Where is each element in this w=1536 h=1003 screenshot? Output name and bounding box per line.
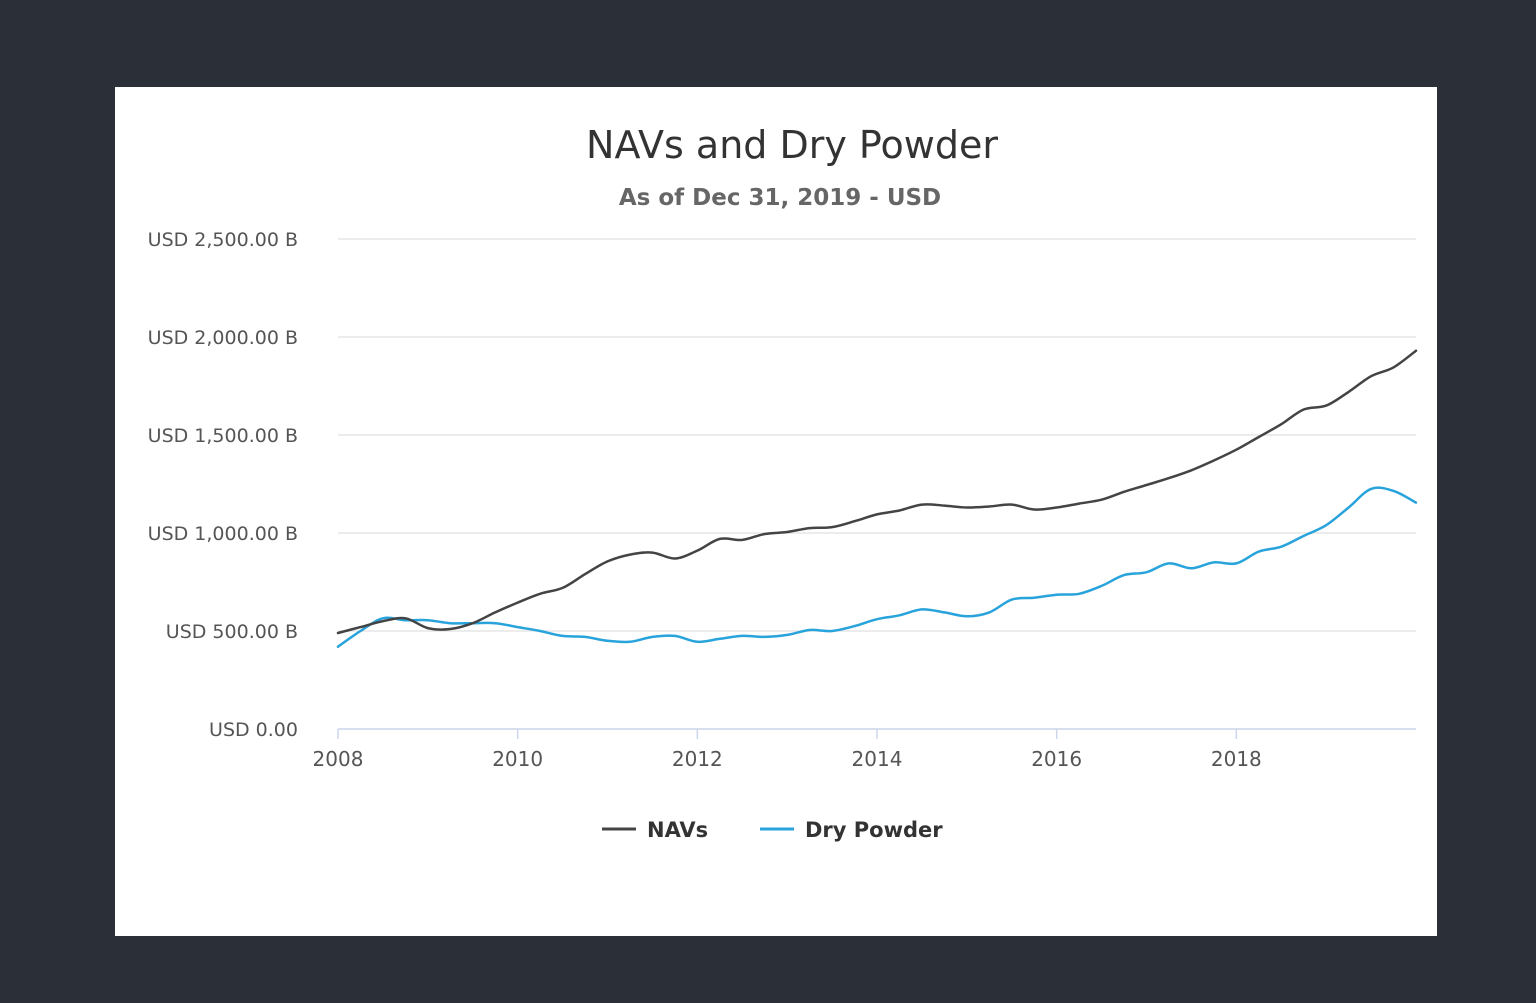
x-axis: 2008 2010 2012 2014 2016 2018	[313, 728, 1416, 771]
series-line-dry-powder	[336, 486, 1418, 648]
chart-card: NAVs and Dry Powder As of Dec 31, 2019 -…	[115, 87, 1437, 936]
x-tick-label: 2012	[672, 747, 723, 771]
x-tick-label: 2014	[852, 747, 903, 771]
x-tick-label: 2018	[1211, 747, 1262, 771]
legend-label: NAVs	[647, 818, 708, 842]
plot-area	[336, 349, 1418, 648]
chart-title: NAVs and Dry Powder	[586, 123, 998, 167]
legend[interactable]: NAVs Dry Powder	[602, 818, 943, 842]
chart-subtitle: As of Dec 31, 2019 - USD	[619, 185, 941, 211]
y-tick-label: USD 2,000.00 B	[148, 327, 298, 349]
y-axis: USD 0.00 USD 500.00 B USD 1,000.00 B USD 1,…	[148, 229, 298, 741]
legend-label: Dry Powder	[805, 818, 943, 842]
legend-item-navs[interactable]: NAVs	[602, 818, 708, 842]
y-tick-label: USD 500.00 B	[166, 621, 298, 643]
y-tick-label: USD 1,500.00 B	[148, 425, 298, 447]
series-line-navs	[336, 349, 1418, 635]
chart-canvas: NAVs and Dry Powder As of Dec 31, 2019 -…	[148, 123, 1418, 842]
legend-item-dry-powder[interactable]: Dry Powder	[760, 818, 943, 842]
x-tick-label: 2010	[492, 747, 543, 771]
y-tick-label: USD 1,000.00 B	[148, 523, 298, 545]
y-tick-label: USD 2,500.00 B	[148, 229, 298, 251]
gridlines	[338, 238, 1416, 632]
y-tick-label: USD 0.00	[209, 719, 298, 741]
x-tick-label: 2008	[313, 747, 364, 771]
x-tick-label: 2016	[1031, 747, 1082, 771]
